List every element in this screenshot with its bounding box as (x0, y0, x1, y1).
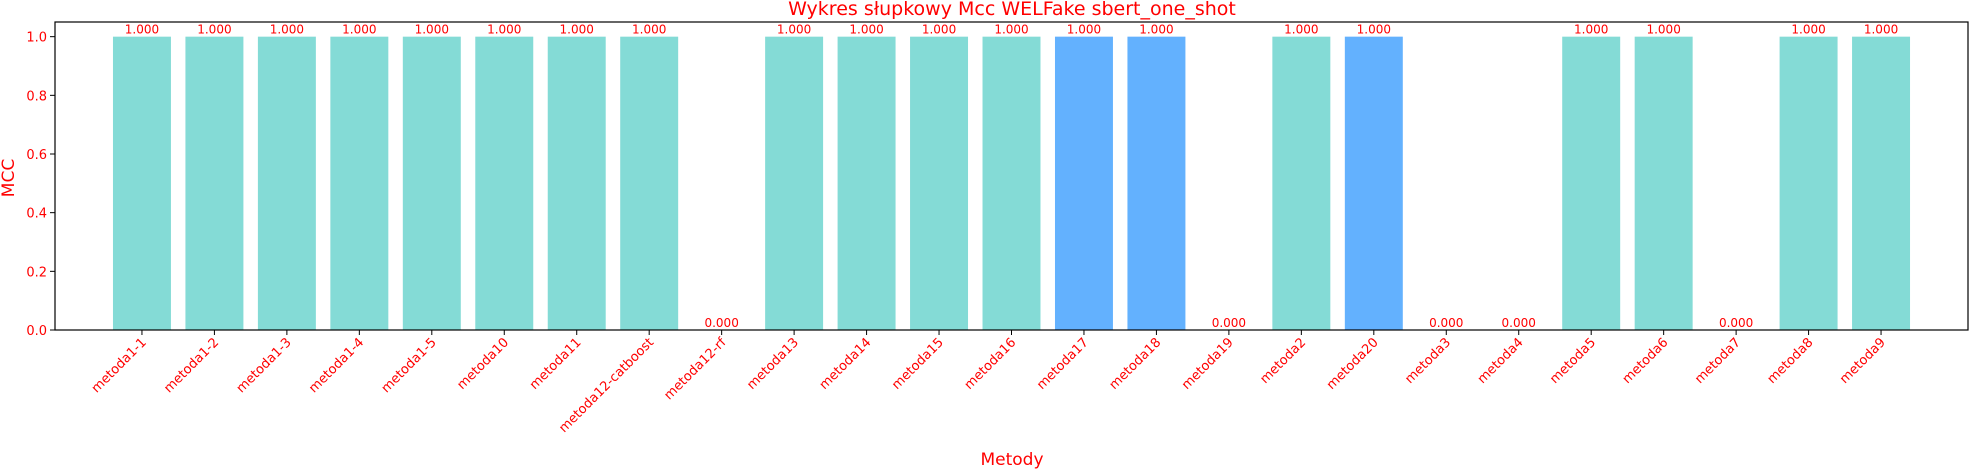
data-label-metoda10: 1.000 (487, 23, 521, 37)
x-tick-label: metoda14 (817, 335, 875, 393)
data-label-metoda17: 1.000 (1067, 23, 1101, 37)
x-tick-label: metoda15 (889, 335, 947, 393)
bar-metoda5 (1562, 36, 1621, 331)
x-tick-label: metoda4 (1475, 335, 1527, 387)
x-tick-label: metoda18 (1107, 335, 1165, 393)
x-tick-label: metoda17 (1034, 335, 1092, 393)
x-tick-label: metoda1-4 (306, 335, 367, 396)
x-tick-label: metoda8 (1765, 335, 1817, 387)
y-axis-label: MCC (0, 159, 19, 197)
x-tick-label: metoda7 (1692, 335, 1744, 387)
data-label-metoda16: 1.000 (994, 23, 1028, 37)
data-label-metoda18: 1.000 (1139, 23, 1173, 37)
data-label-metoda12-catboost: 1.000 (632, 23, 666, 37)
bar-metoda14 (837, 36, 896, 331)
x-tick-label: metoda1-2 (161, 335, 222, 396)
data-label-metoda11: 1.000 (560, 23, 594, 37)
x-tick-label: metoda19 (1179, 335, 1237, 393)
data-label-metoda1-3: 1.000 (270, 23, 304, 37)
x-tick-label: metoda6 (1620, 335, 1672, 387)
x-tick-label: metoda20 (1324, 335, 1382, 393)
y-tick-label: 0.8 (26, 89, 47, 104)
bar-metoda16 (982, 36, 1041, 331)
bar-metoda9 (1852, 36, 1911, 331)
x-tick-label: metoda1-5 (379, 335, 440, 396)
data-label-metoda3: 0.000 (1429, 316, 1463, 330)
x-tick-label: metoda1-3 (234, 335, 295, 396)
y-tick-label: 0.2 (26, 265, 47, 280)
bar-metoda2 (1272, 36, 1331, 331)
data-label-metoda5: 1.000 (1574, 23, 1608, 37)
x-tick-label: metoda13 (744, 335, 802, 393)
data-label-metoda19: 0.000 (1212, 316, 1246, 330)
data-label-metoda1-4: 1.000 (342, 23, 376, 37)
data-label-metoda6: 1.000 (1646, 23, 1680, 37)
x-tick-label: metoda1-1 (89, 335, 150, 396)
bar-metoda1-3 (257, 36, 316, 331)
x-tick-label: metoda10 (454, 335, 512, 393)
bar-metoda1-2 (185, 36, 244, 331)
data-label-metoda1-5: 1.000 (415, 23, 449, 37)
bar-metoda6 (1634, 36, 1693, 331)
chart-title: Wykres słupkowy Mcc WELFake sbert_one_sh… (788, 0, 1236, 20)
bar-metoda13 (765, 36, 824, 331)
data-label-metoda14: 1.000 (849, 23, 883, 37)
x-tick-label: metoda9 (1837, 335, 1889, 387)
bar-metoda11 (547, 36, 606, 331)
x-axis-label: Metody (980, 450, 1043, 470)
bar-metoda15 (910, 36, 969, 331)
y-tick-label: 0.0 (26, 324, 47, 339)
bar-metoda1-5 (402, 36, 461, 331)
bar-metoda1-1 (112, 36, 171, 331)
data-label-metoda1-2: 1.000 (197, 23, 231, 37)
x-tick-label: metoda16 (962, 335, 1020, 393)
data-label-metoda4: 0.000 (1502, 316, 1536, 330)
y-tick-label: 1.0 (26, 31, 47, 46)
bar-metoda1-4 (330, 36, 389, 331)
plot-area: 1.000 1.000 1.000 1.000 1.000 1.000 1.000 1.000… (26, 21, 1969, 436)
x-tick-label: metoda5 (1547, 335, 1599, 387)
bar-metoda18 (1127, 36, 1186, 331)
bar-metoda8 (1779, 36, 1838, 331)
y-tick-label: 0.6 (26, 148, 47, 163)
bar-metoda20 (1344, 36, 1403, 331)
x-tick-label: metoda2 (1257, 335, 1309, 387)
data-label-metoda9: 1.000 (1864, 23, 1898, 37)
x-tick-label: metoda12-rf (662, 335, 730, 403)
data-label-metoda12-rf: 0.000 (704, 316, 738, 330)
x-tick-label: metoda3 (1402, 335, 1454, 387)
data-label-metoda2: 1.000 (1284, 23, 1318, 37)
bar-metoda12-catboost (620, 36, 679, 331)
data-label-metoda20: 1.000 (1357, 23, 1391, 37)
x-tick-label: metoda11 (527, 335, 585, 393)
data-label-metoda1-1: 1.000 (125, 23, 159, 37)
y-tick-label: 0.4 (26, 207, 47, 222)
data-label-metoda13: 1.000 (777, 23, 811, 37)
bar-metoda17 (1054, 36, 1113, 331)
bar-metoda10 (475, 36, 534, 331)
data-label-metoda15: 1.000 (922, 23, 956, 37)
data-label-metoda7: 0.000 (1719, 316, 1753, 330)
data-label-metoda8: 1.000 (1791, 23, 1825, 37)
